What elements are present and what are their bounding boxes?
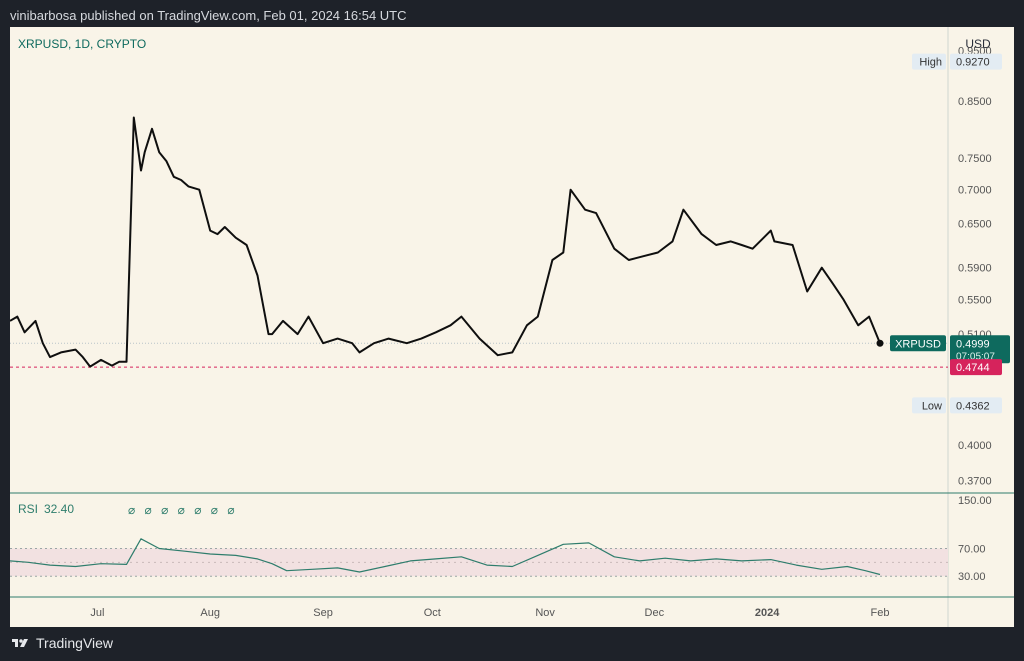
last-price-chip [950, 335, 1010, 364]
rsi-axis-ticks: 150.00 70.00 30.00 [958, 495, 992, 583]
price-axis-ticks: 0.95000.85000.75000.70000.65000.59000.55… [958, 45, 992, 487]
rsi-markers: ⌀ ⌀ ⌀ ⌀ ⌀ ⌀ ⌀ [128, 503, 238, 517]
time-tick-6: 2024 [755, 607, 780, 619]
price-tick-9: 0.3700 [958, 476, 992, 488]
time-tick-4: Nov [535, 607, 555, 619]
marker-price-chip [950, 359, 1002, 376]
rsi-value: 32.40 [44, 502, 74, 516]
time-tick-1: Aug [200, 607, 220, 619]
price-tick-5: 0.5900 [958, 263, 992, 275]
time-tick-2: Sep [313, 607, 333, 619]
low-value: 0.4362 [956, 400, 990, 412]
chart-svg[interactable]: XRPUSD, 1D, CRYPTO USD 0.95000.85000.750… [10, 27, 1014, 627]
rsi-tick-2: 30.00 [958, 571, 986, 583]
symbol-price-chip [890, 335, 946, 352]
currency-label[interactable]: USD [965, 37, 991, 51]
marker-price-value: 0.4744 [956, 362, 990, 374]
time-tick-3: Oct [424, 607, 441, 619]
last-price-value: 0.4999 [956, 338, 990, 350]
last-price-dot [876, 339, 884, 347]
symbol-price-label: XRPUSD [895, 338, 941, 350]
price-tick-4: 0.6500 [958, 218, 992, 230]
rsi-line [10, 538, 881, 576]
low-label-chip [912, 397, 946, 414]
time-tick-5: Dec [645, 607, 665, 619]
price-tick-8: 0.4000 [958, 440, 992, 452]
chart-card: XRPUSD, 1D, CRYPTO USD 0.9500 0.8500 0.750… [10, 27, 1014, 627]
rsi-title: RSI [18, 502, 38, 516]
brand-name: TradingView [36, 635, 114, 651]
high-value: 0.9270 [956, 57, 990, 69]
symbol-label: XRPUSD, 1D, CRYPTO [18, 37, 146, 51]
low-label: Low [922, 400, 942, 412]
rsi-series [10, 538, 881, 576]
footer-brand: TradingView [12, 635, 113, 651]
price-tick-6: 0.5500 [958, 295, 992, 307]
time-tick-7: Feb [871, 607, 890, 619]
price-tick-2: 0.7500 [958, 153, 992, 165]
tradingview-logo-icon [12, 639, 28, 647]
high-value-chip [950, 53, 1002, 70]
publish-header: vinibarbosa published on TradingView.com… [10, 8, 407, 23]
high-label: High [919, 57, 942, 69]
time-tick-0: Jul [90, 607, 104, 619]
price-series [10, 116, 884, 368]
rsi-tick-0: 150.00 [958, 495, 992, 507]
xrpusd-price-line [10, 116, 881, 368]
price-tick-3: 0.7000 [958, 185, 992, 197]
price-reference-lines [10, 342, 948, 368]
price-tick-1: 0.8500 [958, 96, 992, 108]
time-axis-ticks: Jul Aug Sep Oct Nov Dec 2024 Feb [90, 607, 889, 619]
rsi-tick-1: 70.00 [958, 543, 986, 555]
high-label-chip [912, 53, 946, 70]
low-value-chip [950, 397, 1002, 414]
countdown-timer: 07:05:07 [956, 351, 995, 362]
